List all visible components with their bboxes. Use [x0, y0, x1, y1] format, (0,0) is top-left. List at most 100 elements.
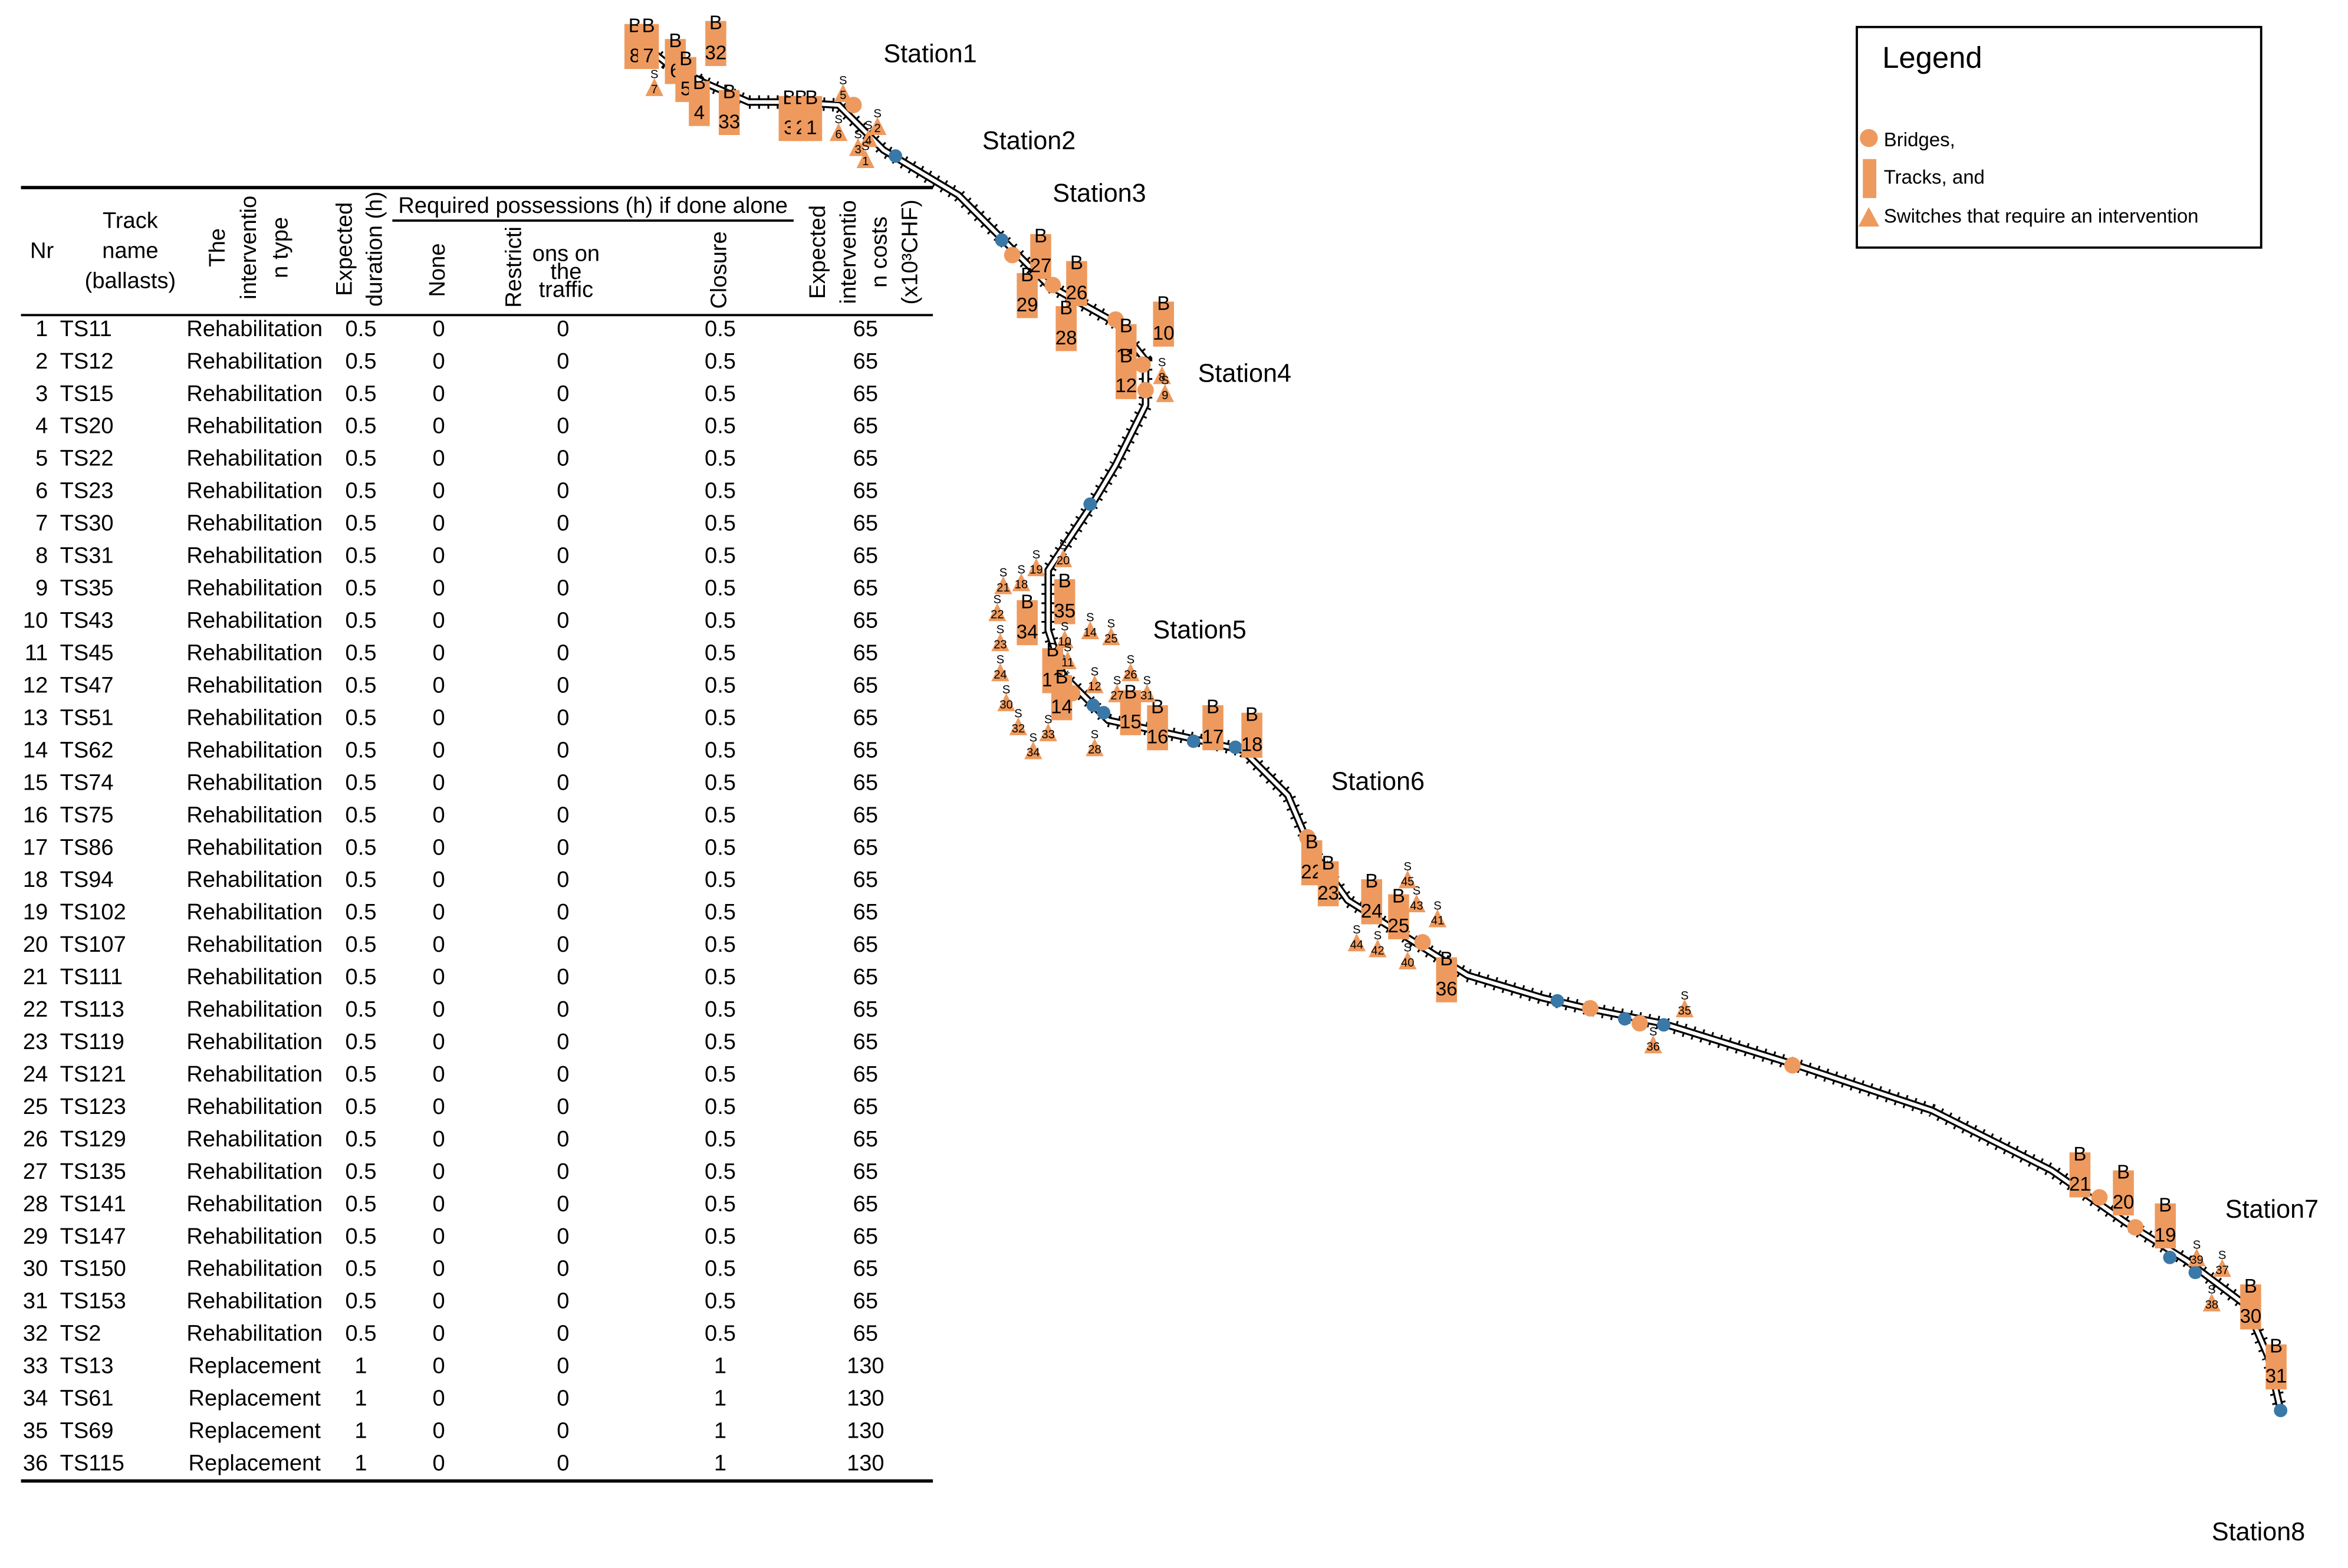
table-cell: Rehabilitation	[186, 705, 323, 730]
table-cell: 21	[23, 964, 48, 990]
switch	[834, 84, 852, 103]
table-cell: 0.5	[346, 1094, 377, 1119]
switch-number: 24	[994, 668, 1007, 681]
table-cell: 0.5	[705, 543, 736, 568]
header-cell: n type	[268, 217, 293, 278]
switch-number: 31	[1140, 689, 1154, 702]
track-letter: B	[2159, 1194, 2172, 1216]
station-point	[1086, 698, 1100, 712]
table-cell: 65	[853, 802, 878, 827]
legend-bridge-icon	[1860, 129, 1878, 147]
switch	[829, 123, 848, 142]
switch	[2213, 1258, 2231, 1277]
table-cell: TS11	[60, 316, 112, 341]
table-cell: 0	[557, 1353, 569, 1379]
table-cell: 0.5	[346, 1256, 377, 1281]
table-cell: Rehabilitation	[186, 802, 323, 827]
track-number: 5	[680, 78, 691, 100]
track-section	[2265, 1344, 2287, 1390]
switch-number: 23	[994, 638, 1007, 651]
table-cell: 1	[714, 1353, 726, 1379]
bridge	[1134, 356, 1151, 373]
table-cell: 0	[557, 932, 569, 957]
table-cell: Rehabilitation	[186, 1126, 323, 1152]
switch-number: 10	[1058, 635, 1071, 648]
table-cell: 130	[847, 1353, 884, 1379]
table-cell: 0	[557, 576, 569, 601]
table-cell: TS69	[60, 1418, 114, 1444]
table-cell: 0.5	[346, 802, 377, 827]
table-cell: 0	[432, 867, 445, 892]
switch	[1347, 933, 1366, 952]
table-cell: 0.5	[705, 1321, 736, 1346]
table-cell: 5	[35, 446, 48, 471]
table-cell: 0	[432, 1191, 445, 1217]
track-section	[1051, 675, 1073, 721]
table-cell: 0	[557, 607, 569, 633]
table-cell: 9	[35, 576, 48, 601]
table-cell: Rehabilitation	[186, 964, 323, 990]
station-point	[2188, 1265, 2202, 1280]
table-cell: 0.5	[705, 834, 736, 860]
table-cell: 0	[557, 446, 569, 471]
table-cell: TS35	[60, 576, 114, 601]
table-cell: 0	[557, 1321, 569, 1346]
switch-number: 6	[835, 128, 841, 141]
table-cell: 65	[853, 576, 878, 601]
table-cell: 0	[557, 413, 569, 439]
switch-number: 45	[1401, 876, 1415, 889]
table-cell: 2	[35, 349, 48, 374]
table-cell: Rehabilitation	[186, 1321, 323, 1346]
table-cell: 0.5	[346, 1159, 377, 1184]
table-cell: 0	[557, 349, 569, 374]
table-cell: 0	[557, 770, 569, 795]
table-cell: 0	[557, 705, 569, 730]
track-letter: B	[1120, 345, 1133, 367]
switch-number: 7	[651, 83, 657, 96]
track-letter: B	[1124, 681, 1137, 703]
table-cell: 0	[432, 1450, 445, 1475]
switch	[2188, 1248, 2206, 1267]
switch-number: 3	[855, 143, 861, 156]
header-cell: the	[550, 259, 581, 284]
table-cell: TS31	[60, 543, 114, 568]
table-cell: 0	[557, 672, 569, 698]
table-cell: 1	[354, 1450, 367, 1475]
table-cell: 0.5	[346, 640, 377, 665]
table-cell: Rehabilitation	[186, 1256, 323, 1281]
table-cell: Rehabilitation	[186, 607, 323, 633]
table-cell: 0	[432, 1288, 445, 1314]
switch-letter: S	[854, 128, 862, 141]
table-cell: Rehabilitation	[186, 899, 323, 925]
table-cell: 25	[23, 1094, 48, 1119]
table-cell: 0.5	[346, 543, 377, 568]
table-cell: 65	[853, 316, 878, 341]
table-cell: 0.5	[705, 964, 736, 990]
table-cell: 0	[432, 770, 445, 795]
track-section	[1054, 579, 1076, 624]
table-cell: Rehabilitation	[186, 478, 323, 504]
table-cell: 0	[432, 316, 445, 341]
track-letter: B	[1060, 297, 1073, 319]
table-cell: 29	[23, 1224, 48, 1249]
track-letter: B	[1440, 948, 1453, 970]
track-letter: B	[1245, 704, 1258, 725]
switch-number: 2	[874, 122, 881, 135]
switch-letter: S	[997, 623, 1005, 636]
table-cell: 65	[853, 607, 878, 633]
table-cell: 8	[35, 543, 48, 568]
track-section	[705, 21, 726, 66]
table-cell: 1	[714, 1418, 726, 1444]
switch-number: 41	[1431, 915, 1445, 928]
table-cell: 0	[557, 640, 569, 665]
track-letter: B	[2117, 1162, 2130, 1184]
table-cell: 0	[432, 705, 445, 730]
table-cell: 30	[23, 1256, 48, 1281]
station-label: Station4	[1198, 360, 1291, 388]
track-letter: B	[1046, 639, 1059, 661]
track-number: 25	[1388, 915, 1410, 937]
table-cell: 0	[432, 1256, 445, 1281]
switch-number: 28	[1088, 744, 1101, 757]
table-cell: 0	[432, 1159, 445, 1184]
track-section	[1066, 261, 1087, 307]
